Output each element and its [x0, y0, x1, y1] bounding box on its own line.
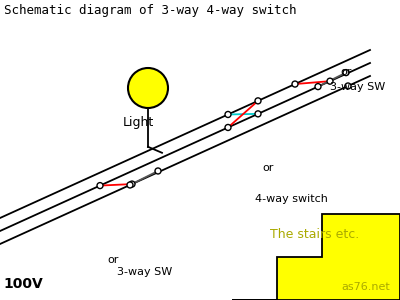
Circle shape	[97, 183, 103, 189]
Text: The stairs etc.: The stairs etc.	[270, 228, 359, 241]
Text: or: or	[262, 163, 273, 173]
Circle shape	[128, 68, 168, 108]
Text: or: or	[107, 255, 118, 265]
Circle shape	[315, 84, 321, 90]
Text: 3-way SW: 3-way SW	[330, 82, 385, 92]
Text: 3-way SW: 3-way SW	[117, 267, 172, 277]
Circle shape	[255, 98, 261, 104]
Text: 100V: 100V	[3, 277, 43, 291]
Circle shape	[127, 182, 133, 188]
Text: Light: Light	[122, 116, 154, 129]
Circle shape	[327, 78, 333, 84]
Polygon shape	[232, 214, 400, 300]
Text: 4-way switch: 4-way switch	[255, 194, 328, 204]
Text: or: or	[340, 67, 351, 77]
Circle shape	[129, 181, 135, 187]
Circle shape	[225, 124, 231, 130]
Circle shape	[345, 83, 351, 89]
Text: Schematic diagram of 3-way 4-way switch: Schematic diagram of 3-way 4-way switch	[4, 4, 296, 17]
Circle shape	[255, 111, 261, 117]
Circle shape	[155, 168, 161, 174]
Circle shape	[292, 81, 298, 87]
Circle shape	[343, 70, 349, 76]
Circle shape	[225, 112, 231, 118]
Text: as76.net: as76.net	[341, 282, 390, 292]
